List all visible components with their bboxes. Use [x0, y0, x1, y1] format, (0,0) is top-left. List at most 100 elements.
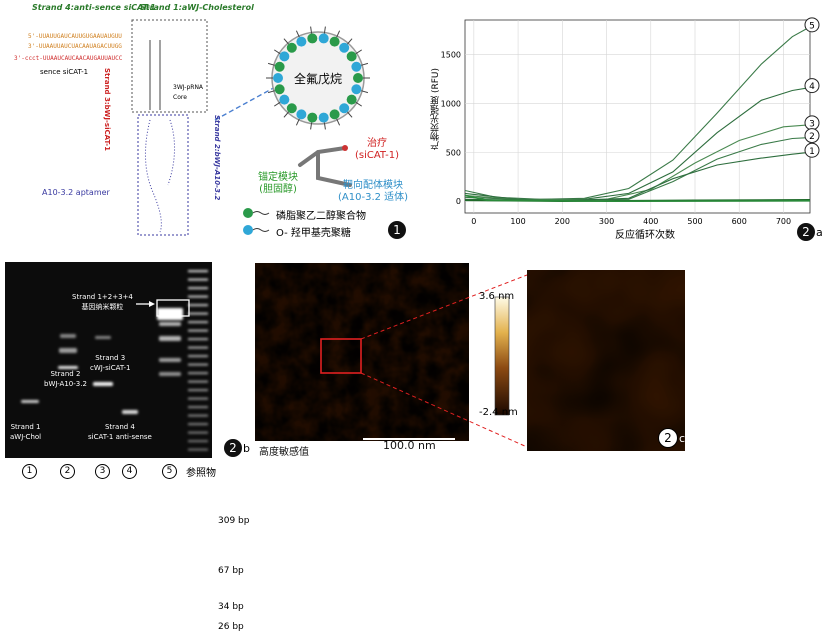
fluorescence-line-chart: 0 100 200 300 400 500 600 700 0 500 1000 1500 5 4 3 2 1 — [441, 17, 820, 226]
scale-top-label: 3.6 nm — [479, 291, 515, 302]
chart-ylabel: 产物荧光强度 (RFU) — [431, 68, 441, 150]
gel-band — [58, 366, 78, 369]
gel-band — [159, 358, 181, 362]
gel-annotation-strand3: Strand 3 cWJ-siCAT-1 — [90, 354, 131, 372]
gel-lane-label: 1 — [22, 464, 37, 479]
gel-ladder-band — [188, 304, 208, 307]
gel-ladder-band — [188, 270, 208, 273]
scalebar-label: 100.0 nm — [383, 439, 436, 452]
aptamer-label: A10-3.2 aptamer — [42, 188, 110, 197]
gel-bp-label: 34 bp — [218, 602, 244, 612]
gel-lane-label: 4 — [122, 464, 137, 479]
chart-x-tick-label: 700 — [776, 217, 791, 226]
gel-ladder-band — [188, 346, 208, 349]
gel-band — [157, 308, 183, 320]
gel-band — [95, 336, 111, 339]
gel-lane-label: 5 — [162, 464, 177, 479]
chart-xlabel: 反应循环次数 — [615, 230, 675, 241]
chart-series-marker-label: 4 — [809, 82, 815, 92]
chart-x-tick-label: 500 — [687, 217, 702, 226]
panel-2a-suffix: a — [816, 226, 823, 239]
gel-band — [159, 372, 181, 376]
peg-legend-icon — [243, 208, 270, 218]
chart-y-tick-label: 500 — [446, 148, 461, 157]
seq-line-3: 3'-ccct-UUAAUCAUCAACAUGAUUAUCC — [14, 55, 123, 62]
gel-bp-label: 26 bp — [218, 622, 244, 632]
legend-green-label: 磷脂聚乙二醇聚合物 — [276, 211, 366, 222]
gel-lane-label: 参照物 — [186, 468, 216, 479]
gel-ladder-band — [188, 363, 208, 366]
panel-2c-number: 2 — [658, 428, 678, 448]
nanoparticle-icon — [266, 26, 370, 130]
gel-band — [21, 400, 39, 403]
gel-ladder-band — [188, 440, 208, 443]
gel-band — [93, 382, 113, 386]
gel-annotation-strand4: Strand 4 siCAT-1 anti-sense — [88, 423, 152, 441]
panel-2b-number: 2 — [224, 439, 242, 457]
gel-band — [60, 334, 76, 338]
chart-x-tick-label: 400 — [643, 217, 658, 226]
gel-ladder-band — [188, 278, 208, 281]
chart-series-marker-label: 1 — [809, 147, 815, 157]
strand3-title: Strand 3:bWJ-siCAT-1 — [103, 68, 111, 152]
chart-x-tick-label: 200 — [555, 217, 570, 226]
chart-series-marker — [804, 17, 820, 33]
strand2-title: Strand 2:bWJ-A10-3.2 — [213, 115, 221, 201]
chart-series-marker-label: 5 — [809, 21, 815, 31]
targeting-label: 靶向配体模块 (A10-3.2 适体) — [338, 180, 409, 203]
chart-x-tick-label: 600 — [732, 217, 747, 226]
panel-2a-fluorescence-chart: 0 100 200 300 400 500 600 700 0 500 1000 1500 5 4 3 2 1 … — [425, 0, 827, 243]
panel-1-number: 1 — [388, 221, 406, 239]
gel-lane-label: 3 — [95, 464, 110, 479]
gel-bp-label: 67 bp — [218, 566, 244, 576]
gel-ladder-band — [188, 414, 208, 417]
chart-series-line-5 — [464, 26, 811, 200]
gel-ladder-band — [188, 406, 208, 409]
scale-bottom-label: -2.4 nm — [479, 407, 518, 418]
gel-annotation-top: Strand 1+2+3+4 基因纳米颗粒 — [72, 293, 133, 311]
legend-blue-label: O- 羟甲基壳聚糖 — [276, 228, 351, 239]
nanoparticle-label: 全氟戊烷 — [294, 72, 343, 86]
gel-ladder-band — [188, 372, 208, 375]
chitosan-legend-icon — [243, 225, 270, 235]
gel-ladder-band — [188, 423, 208, 426]
panel-2a-number: 2 — [797, 223, 815, 241]
gel-ladder-band — [188, 312, 208, 315]
sensor-label: 高度敏感值 — [259, 447, 309, 458]
gel-band — [159, 322, 181, 326]
chart-series-marker — [804, 128, 820, 144]
gel-svg — [5, 262, 212, 458]
panel-2c-suffix: c — [679, 432, 686, 445]
gel-annotation-strand1: Strand 1 aWJ-Chol — [10, 423, 42, 441]
seq-line-1: 5'-UUAUUGAUCAUUGUGAAUAUGUU — [28, 33, 122, 40]
chart-x-tick-label: 300 — [599, 217, 614, 226]
gel-ladder-band — [188, 338, 208, 341]
core-label: 3WJ-pRNA Core — [173, 84, 204, 101]
panel-1-svg — [131, 19, 370, 236]
gel-ladder-band — [188, 321, 208, 324]
chart-series-marker — [804, 78, 820, 94]
gel-ladder-band — [188, 355, 208, 358]
gel-annotation-strand2: Strand 2 bWJ-A10-3.2 — [44, 370, 87, 388]
chart-y-tick-label: 1500 — [441, 50, 461, 59]
gel-ladder-band — [188, 448, 208, 451]
anchor-label: 锚定模块 (胆固醇) — [258, 172, 298, 195]
strand1-title: Strand 1:aWJ-Cholesterol — [140, 3, 254, 12]
chart-series-marker-label: 2 — [809, 132, 815, 142]
therapy-label: 治疗 (siCAT-1) — [355, 138, 399, 161]
chart-series-marker-label: 3 — [809, 119, 815, 129]
strand4-title: Strand 4:anti-sence siCAT-1 — [32, 3, 156, 12]
gel-ladder-band — [188, 431, 208, 434]
afm-svg — [255, 263, 685, 451]
gel-ladder-band — [188, 329, 208, 332]
gel-ladder-band — [188, 397, 208, 400]
gel-lane-label: 2 — [60, 464, 75, 479]
gel-ladder-band — [188, 287, 208, 290]
chart-y-tick-label: 1000 — [441, 99, 461, 108]
chart-y-tick-label: 0 — [456, 197, 461, 206]
panel-2b-suffix: b — [243, 442, 250, 455]
